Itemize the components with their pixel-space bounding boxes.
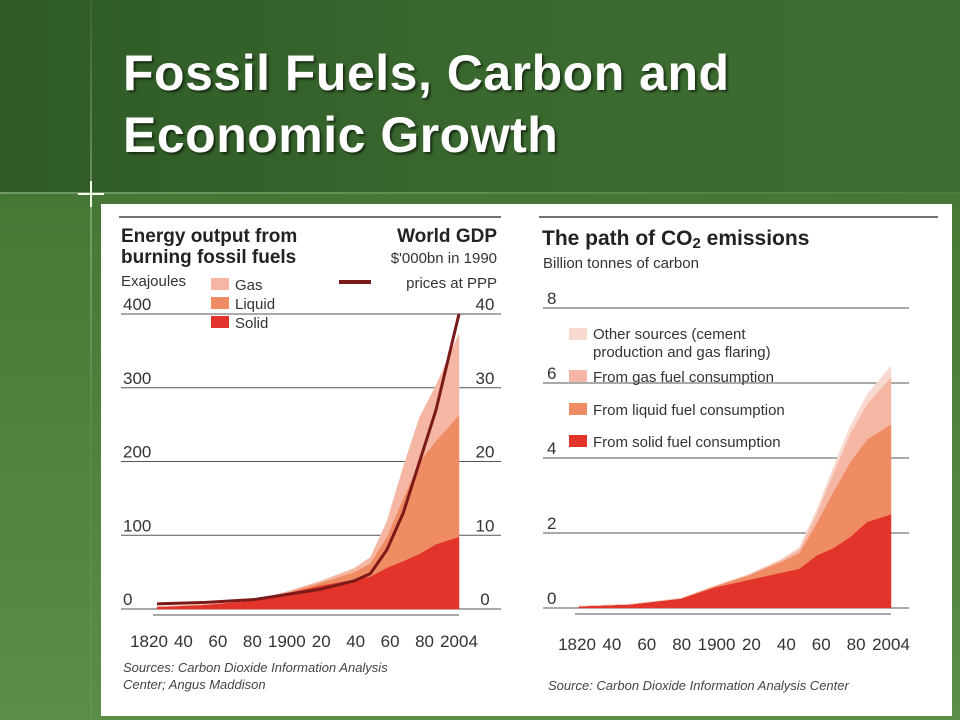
chart1-y-tick-label: 0 <box>123 590 132 609</box>
chart2-x-tick-label: 1900 <box>698 635 736 654</box>
divider-horizontal <box>0 192 960 194</box>
chart1-legend-label-gas: Gas <box>235 277 263 294</box>
chart2-x-tick-label: 20 <box>742 635 761 654</box>
chart1-x-tick-label: 40 <box>346 632 365 651</box>
title-band <box>0 0 960 192</box>
chart1-x-tick-label: 80 <box>243 632 262 651</box>
chart2-x-tick-label: 60 <box>812 635 831 654</box>
chart2-x-tick-label: 60 <box>637 635 656 654</box>
chart2-legend-label-gas: From gas fuel consumption <box>593 369 774 386</box>
chart2-x-tick-label: 80 <box>672 635 691 654</box>
chart1-y-tick-label: 300 <box>123 369 151 388</box>
chart1-y2-tick-label: 20 <box>476 443 495 462</box>
slide-title: Fossil Fuels, Carbon and Economic Growth <box>123 42 923 166</box>
chart1-x-tick-label: 1820 <box>130 632 168 651</box>
chart1-x-tick-label: 60 <box>208 632 227 651</box>
chart1-x-tick-label: 60 <box>381 632 400 651</box>
chart2-legend-label-other-line2: production and gas flaring) <box>593 344 771 361</box>
chart2-legend-label-other-line1: Other sources (cement <box>593 326 746 343</box>
chart1-ylabel: Exajoules <box>121 273 186 290</box>
chart2-y-tick-label: 0 <box>547 589 556 608</box>
chart1: Energy output from burning fossil fuels … <box>121 226 501 692</box>
chart1-legend-swatch-gas <box>211 278 229 290</box>
sparkle-decoration <box>78 181 104 207</box>
chart1-area-3 <box>156 333 460 608</box>
chart1-legend-label-solid: Solid <box>235 315 268 332</box>
chart2-x-tick-label: 40 <box>777 635 796 654</box>
chart2-x-tick-label: 1820 <box>558 635 596 654</box>
chart2-legend-swatch-liquid <box>569 403 587 415</box>
chart2-legend-label-liquid: From liquid fuel consumption <box>593 402 785 419</box>
chart2-y-tick-label: 6 <box>547 364 556 383</box>
chart2-legend-swatch-solid <box>569 435 587 447</box>
chart1-x-tick-label: 20 <box>312 632 331 651</box>
chart1-y-tick-label: 400 <box>123 295 151 314</box>
chart2: The path of CO2 emissions Billion tonnes… <box>542 227 910 693</box>
chart1-legend-swatch-solid <box>211 316 229 328</box>
chart1-source-line1: Sources: Carbon Dioxide Information Anal… <box>123 660 388 675</box>
chart1-gdp-title-line1: World GDP <box>397 226 497 247</box>
charts-svg: Energy output from burning fossil fuels … <box>119 216 938 693</box>
chart2-y-tick-label: 4 <box>547 439 556 458</box>
chart2-legend-swatch-other <box>569 328 587 340</box>
chart1-source-line2: Center; Angus Maddison <box>123 677 266 692</box>
chart2-title: The path of CO2 emissions <box>542 227 809 252</box>
chart1-y2-tick-label: 10 <box>476 516 495 535</box>
chart1-title-line2: burning fossil fuels <box>121 247 296 268</box>
chart1-y-tick-label: 200 <box>123 443 151 462</box>
chart2-y-tick-label: 8 <box>547 289 556 308</box>
chart2-source: Source: Carbon Dioxide Information Analy… <box>548 678 849 693</box>
chart1-y2-tick-label: 0 <box>480 590 489 609</box>
chart2-area-4 <box>578 365 892 607</box>
chart1-title-line1: Energy output from <box>121 226 297 247</box>
chart1-x-tick-label: 40 <box>174 632 193 651</box>
chart1-legend-label-liquid: Liquid <box>235 296 275 313</box>
chart1-y-tick-label: 100 <box>123 516 151 535</box>
chart1-x-tick-label: 1900 <box>268 632 306 651</box>
chart1-legend-swatch-liquid <box>211 297 229 309</box>
chart1-x-tick-label: 2004 <box>440 632 478 651</box>
chart-figure: Energy output from burning fossil fuels … <box>101 204 952 716</box>
chart2-y-tick-label: 2 <box>547 514 556 533</box>
slide-title-line2: Economic Growth <box>123 107 559 163</box>
chart1-gdp-title-line3: prices at PPP <box>406 275 497 292</box>
chart1-y2-tick-label: 30 <box>476 369 495 388</box>
chart2-x-tick-label: 80 <box>847 635 866 654</box>
chart2-x-tick-label: 40 <box>602 635 621 654</box>
chart2-x-tick-label: 2004 <box>872 635 910 654</box>
chart1-x-tick-label: 80 <box>415 632 434 651</box>
chart2-legend-swatch-gas <box>569 370 587 382</box>
divider-vertical <box>90 0 92 720</box>
chart1-gdp-title-line2: $'000bn in 1990 <box>391 250 497 267</box>
chart1-y2-tick-label: 40 <box>476 295 495 314</box>
slide-title-line1: Fossil Fuels, Carbon and <box>123 45 730 101</box>
chart2-legend-label-solid: From solid fuel consumption <box>593 434 781 451</box>
chart1-gdp-line <box>156 313 461 606</box>
chart2-ylabel: Billion tonnes of carbon <box>543 255 699 272</box>
